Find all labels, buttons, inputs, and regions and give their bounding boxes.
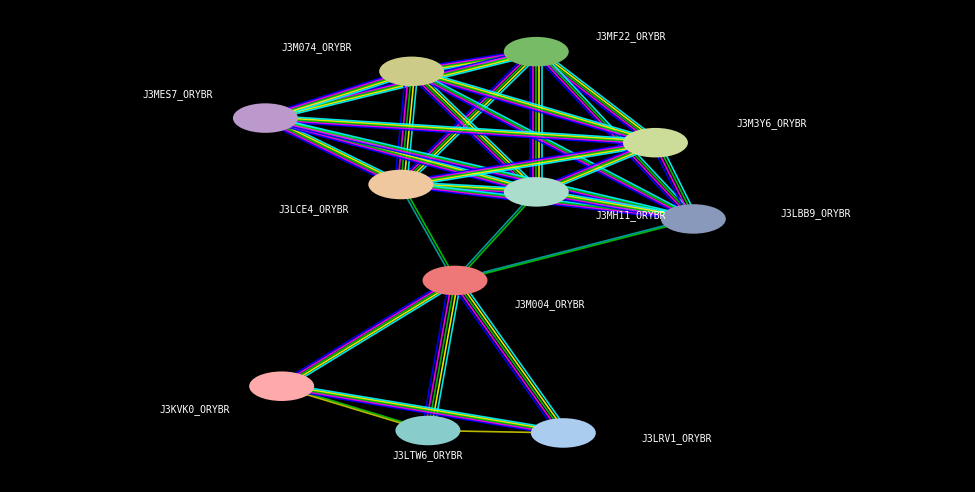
Circle shape [396, 416, 460, 445]
Circle shape [623, 128, 688, 157]
Text: J3LRV1_ORYBR: J3LRV1_ORYBR [642, 433, 712, 444]
Text: J3M074_ORYBR: J3M074_ORYBR [282, 42, 352, 53]
Circle shape [504, 37, 568, 66]
Text: J3MES7_ORYBR: J3MES7_ORYBR [143, 89, 214, 100]
Text: J3M3Y6_ORYBR: J3M3Y6_ORYBR [737, 119, 807, 129]
Text: J3LTW6_ORYBR: J3LTW6_ORYBR [393, 450, 463, 461]
Circle shape [530, 418, 596, 448]
Circle shape [661, 204, 725, 234]
Text: J3LCE4_ORYBR: J3LCE4_ORYBR [278, 204, 349, 215]
Circle shape [369, 170, 433, 199]
Text: J3KVK0_ORYBR: J3KVK0_ORYBR [159, 404, 230, 415]
Text: J3LBB9_ORYBR: J3LBB9_ORYBR [780, 209, 850, 219]
Text: J3MF22_ORYBR: J3MF22_ORYBR [596, 31, 666, 42]
Circle shape [379, 57, 445, 86]
Circle shape [233, 103, 298, 133]
Circle shape [250, 371, 314, 401]
Circle shape [422, 266, 488, 295]
Circle shape [504, 177, 568, 207]
Text: J3MH11_ORYBR: J3MH11_ORYBR [596, 210, 666, 221]
Text: J3M004_ORYBR: J3M004_ORYBR [515, 299, 585, 309]
